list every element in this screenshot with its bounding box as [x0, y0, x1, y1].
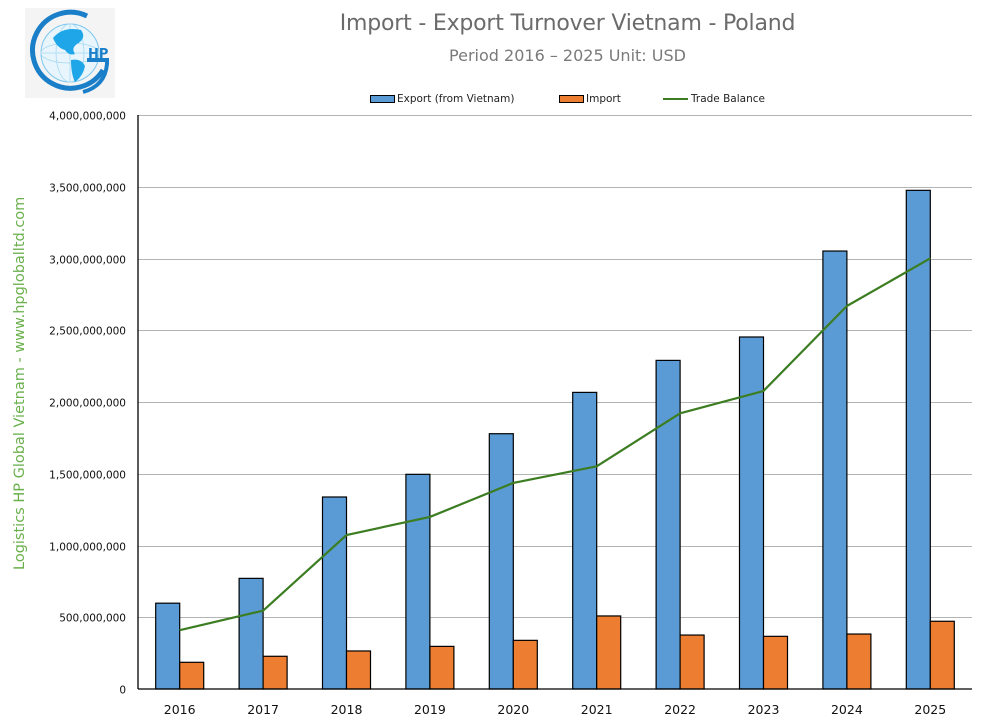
x-tick-label: 2021 — [581, 702, 613, 717]
export-bar[interactable] — [405, 473, 431, 690]
import-bar[interactable] — [596, 615, 622, 690]
import-bar[interactable] — [345, 650, 372, 690]
x-tick-label: 2024 — [831, 702, 863, 717]
x-axis-ticks: 2016 2017 2018 2019 2020 2021 2022 2023 2024 2025 — [164, 702, 946, 717]
x-tick-label: 2017 — [247, 702, 279, 717]
export-swatch-icon — [370, 95, 395, 103]
export-bar[interactable] — [822, 250, 848, 690]
export-bar[interactable] — [321, 496, 348, 690]
y-tick-label: 4,000,000,000 — [49, 111, 126, 123]
export-bar[interactable] — [155, 602, 181, 690]
y-tick-label: 3,000,000,000 — [49, 255, 126, 267]
y-tick-label: 2,500,000,000 — [49, 326, 126, 338]
export-bar[interactable] — [488, 433, 514, 690]
y-axis-ticks: 0 500,000,000 1,000,000,000 1,500,000,000 2,… — [49, 111, 126, 697]
legend-item-export[interactable]: Export (from Vietnam) — [370, 93, 514, 105]
legend-label: Trade Balance — [691, 93, 765, 105]
x-tick-label: 2018 — [331, 702, 363, 717]
y-tick-label: 1,500,000,000 — [49, 470, 126, 482]
x-tick-label: 2016 — [164, 702, 196, 717]
import-bar[interactable] — [512, 639, 538, 690]
x-tick-label: 2023 — [748, 702, 780, 717]
y-tick-label: 1,000,000,000 — [49, 542, 126, 554]
hp-global-logo-icon: HP — [25, 8, 115, 98]
trade-balance-polyline[interactable] — [179, 257, 931, 632]
x-tick-label: 2022 — [664, 702, 696, 717]
bar-series — [155, 189, 955, 690]
y-tick-label: 0 — [119, 685, 126, 697]
import-bar[interactable] — [679, 634, 705, 690]
export-bar[interactable] — [238, 577, 264, 690]
export-bar[interactable] — [572, 391, 598, 690]
logo-text: HP — [88, 47, 108, 62]
y-tick-label: 3,500,000,000 — [49, 183, 126, 195]
import-bar[interactable] — [929, 620, 955, 690]
import-bar[interactable] — [762, 635, 789, 690]
x-tick-label: 2020 — [497, 702, 529, 717]
legend-label: Import — [586, 93, 621, 105]
import-bar[interactable] — [429, 645, 455, 690]
import-bar[interactable] — [262, 655, 288, 690]
trade-balance-line-icon — [663, 98, 688, 100]
import-bar[interactable] — [846, 633, 872, 690]
import-bar[interactable] — [179, 661, 205, 690]
x-tick-label: 2019 — [414, 702, 446, 717]
chart-legend: Export (from Vietnam) Import Trade Balan… — [0, 93, 991, 107]
y-tick-label: 500,000,000 — [59, 613, 126, 625]
chart-subtitle: Period 2016 – 2025 Unit: USD — [449, 46, 686, 65]
x-tick-label: 2025 — [914, 702, 946, 717]
legend-label: Export (from Vietnam) — [397, 93, 515, 105]
import-swatch-icon — [559, 95, 584, 103]
legend-item-import[interactable]: Import — [559, 93, 621, 105]
export-bar[interactable] — [655, 359, 681, 690]
export-bar[interactable] — [738, 336, 765, 690]
trade-balance-line — [179, 257, 931, 632]
chart-title: Import - Export Turnover Vietnam - Polan… — [339, 11, 796, 36]
axes — [137, 115, 972, 690]
y-tick-label: 2,000,000,000 — [49, 398, 126, 410]
legend-item-trade-balance[interactable]: Trade Balance — [663, 93, 765, 105]
